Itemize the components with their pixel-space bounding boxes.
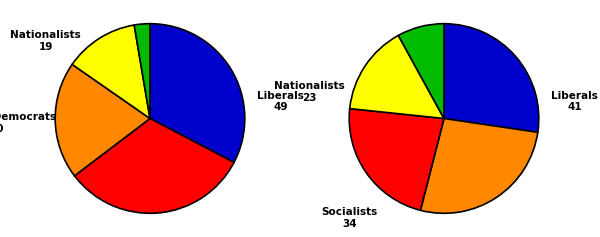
Wedge shape — [150, 24, 245, 162]
Text: Nationalists
19: Nationalists 19 — [10, 30, 81, 52]
Wedge shape — [444, 24, 539, 132]
Wedge shape — [398, 24, 444, 119]
Text: Liberals
49: Liberals 49 — [257, 91, 304, 112]
Wedge shape — [74, 118, 234, 213]
Text: Liberals
41: Liberals 41 — [551, 91, 598, 112]
Wedge shape — [421, 118, 538, 213]
Wedge shape — [55, 64, 150, 176]
Wedge shape — [134, 24, 150, 119]
Text: Christian Democrats
30: Christian Democrats 30 — [0, 112, 56, 134]
Wedge shape — [349, 109, 444, 210]
Wedge shape — [350, 35, 444, 118]
Text: Nationalists
23: Nationalists 23 — [274, 81, 345, 103]
Text: Socialists
34: Socialists 34 — [321, 207, 377, 229]
Wedge shape — [72, 25, 150, 118]
